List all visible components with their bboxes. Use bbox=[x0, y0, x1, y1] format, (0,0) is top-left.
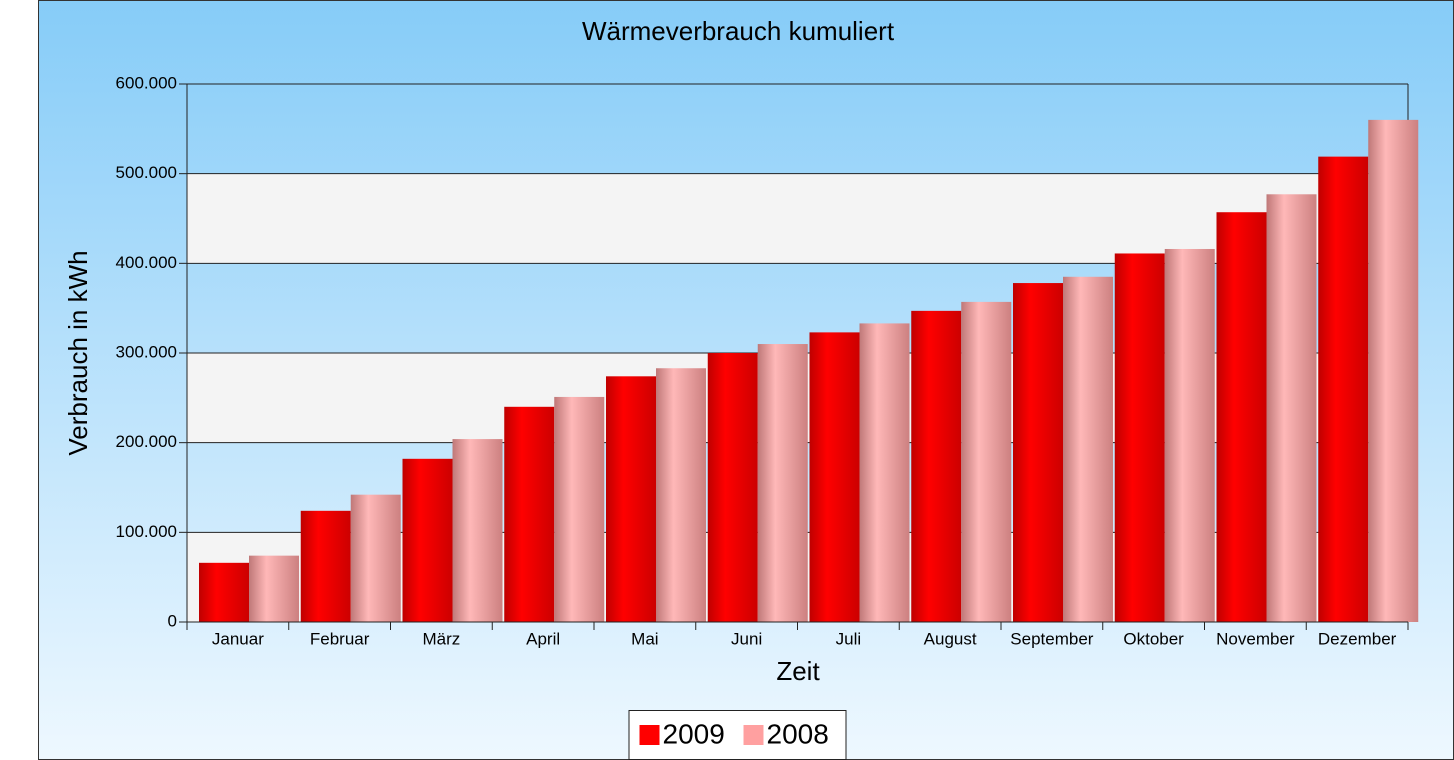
x-tick-label: August bbox=[924, 629, 977, 648]
plot-band bbox=[187, 173, 1408, 264]
y-tick-label: 500.000 bbox=[116, 163, 177, 182]
bar bbox=[1318, 156, 1369, 622]
bar bbox=[402, 458, 453, 622]
y-tick-label: 0 bbox=[168, 611, 177, 630]
x-tick-label: Februar bbox=[310, 629, 370, 648]
x-axis-label: Zeit bbox=[776, 656, 820, 686]
x-tick-label: Dezember bbox=[1318, 629, 1397, 648]
bar bbox=[757, 344, 808, 622]
bar bbox=[809, 332, 860, 622]
x-tick-label: Juni bbox=[731, 629, 762, 648]
bar bbox=[1266, 194, 1317, 623]
bar bbox=[300, 510, 351, 622]
y-axis-label: Verbrauch in kWh bbox=[63, 250, 93, 455]
legend-label: 2009 bbox=[663, 718, 725, 749]
y-tick-label: 400.000 bbox=[116, 253, 177, 272]
x-tick-label: Juli bbox=[836, 629, 862, 648]
bar bbox=[606, 376, 656, 622]
legend-label: 2008 bbox=[767, 718, 829, 749]
bar bbox=[350, 494, 401, 622]
x-tick-label: Mai bbox=[631, 629, 658, 648]
y-tick-label: 100.000 bbox=[116, 522, 177, 541]
bar bbox=[859, 323, 910, 622]
x-tick-label: Januar bbox=[212, 629, 264, 648]
bar bbox=[452, 439, 503, 622]
chart-title: Wärmeverbrauch kumuliert bbox=[582, 16, 895, 46]
bar bbox=[656, 368, 706, 622]
x-tick-label: April bbox=[526, 629, 560, 648]
bar bbox=[199, 562, 249, 622]
bar bbox=[554, 396, 605, 622]
y-tick-label: 600.000 bbox=[116, 73, 177, 92]
bar bbox=[1164, 248, 1215, 622]
bar bbox=[961, 301, 1012, 622]
x-tick-label: September bbox=[1010, 629, 1093, 648]
bar bbox=[707, 353, 758, 622]
x-tick-label: Oktober bbox=[1123, 629, 1184, 648]
y-tick-label: 300.000 bbox=[116, 342, 177, 361]
x-tick-label: November bbox=[1216, 629, 1295, 648]
bar bbox=[504, 406, 555, 622]
bar bbox=[1063, 276, 1113, 622]
bar bbox=[1368, 119, 1419, 622]
legend-box bbox=[628, 710, 847, 760]
bar bbox=[1013, 283, 1063, 622]
bar bbox=[1216, 212, 1267, 622]
legend-swatch bbox=[639, 725, 660, 745]
legend-swatch bbox=[743, 725, 764, 745]
x-tick-label: März bbox=[422, 629, 460, 648]
bar bbox=[911, 310, 962, 622]
bar bbox=[1114, 253, 1165, 622]
bar bbox=[249, 555, 299, 622]
y-tick-label: 200.000 bbox=[116, 432, 177, 451]
